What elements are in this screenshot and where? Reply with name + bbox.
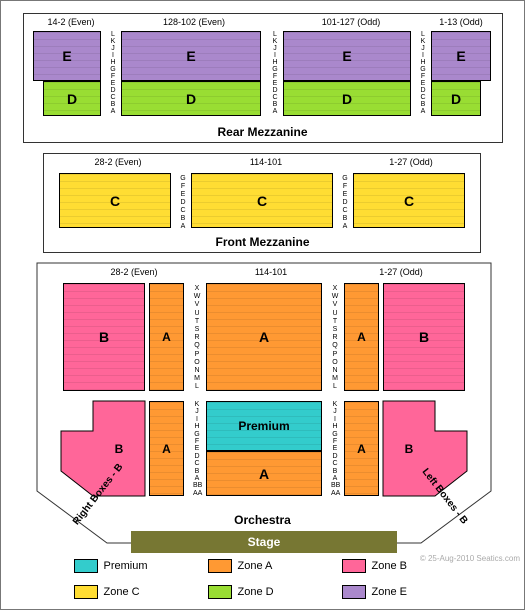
legend-swatch — [342, 559, 366, 573]
legend-label: Premium — [104, 560, 148, 572]
legend-item: Premium — [74, 559, 184, 573]
legend-item: Zone C — [74, 585, 184, 599]
legend-swatch — [342, 585, 366, 599]
legend-item: Zone D — [208, 585, 318, 599]
zone-a: A — [206, 451, 322, 496]
legend-swatch — [208, 585, 232, 599]
legend-label: Zone C — [104, 586, 140, 598]
zone-a: A — [344, 401, 379, 496]
legend-item: Zone A — [208, 559, 318, 573]
zone-a: A — [149, 401, 184, 496]
legend-swatch — [208, 559, 232, 573]
legend-label: Zone B — [372, 560, 407, 572]
row-letters: KJIHGFEDCBABBAA — [331, 401, 339, 497]
legend-swatch — [74, 559, 98, 573]
legend-label: Zone D — [238, 586, 274, 598]
zone-premium: Premium — [206, 401, 322, 451]
seating-chart: 14-2 (Even)128-102 (Even)101-127 (Odd)1-… — [0, 0, 525, 610]
row-letters: KJIHGFEDCBABBAA — [193, 401, 201, 497]
attribution-text: © 25-Aug-2010 Seatics.com — [420, 554, 520, 563]
legend-item: Zone E — [342, 585, 452, 599]
legend-swatch — [74, 585, 98, 599]
legend-label: Zone A — [238, 560, 273, 572]
stage: Stage — [131, 531, 397, 553]
row-letters: XWVUTSRQPONML — [193, 285, 201, 392]
row-letters: XWVUTSRQPONML — [331, 285, 339, 392]
orchestra-title: Orchestra — [1, 513, 524, 527]
legend-label: Zone E — [372, 586, 407, 598]
